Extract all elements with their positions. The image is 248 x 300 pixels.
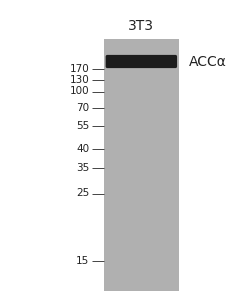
Text: 15: 15 [76, 256, 89, 266]
FancyBboxPatch shape [106, 55, 177, 68]
Text: 25: 25 [76, 188, 89, 199]
Text: 3T3: 3T3 [128, 19, 154, 32]
Text: 55: 55 [76, 121, 89, 131]
Text: ACCα: ACCα [188, 55, 226, 68]
Bar [104, 39, 179, 291]
Text: 70: 70 [76, 103, 89, 113]
Text: 40: 40 [76, 143, 89, 154]
Text: 170: 170 [69, 64, 89, 74]
Text: 130: 130 [69, 75, 89, 85]
Text: 35: 35 [76, 163, 89, 173]
Text: 100: 100 [70, 86, 89, 97]
